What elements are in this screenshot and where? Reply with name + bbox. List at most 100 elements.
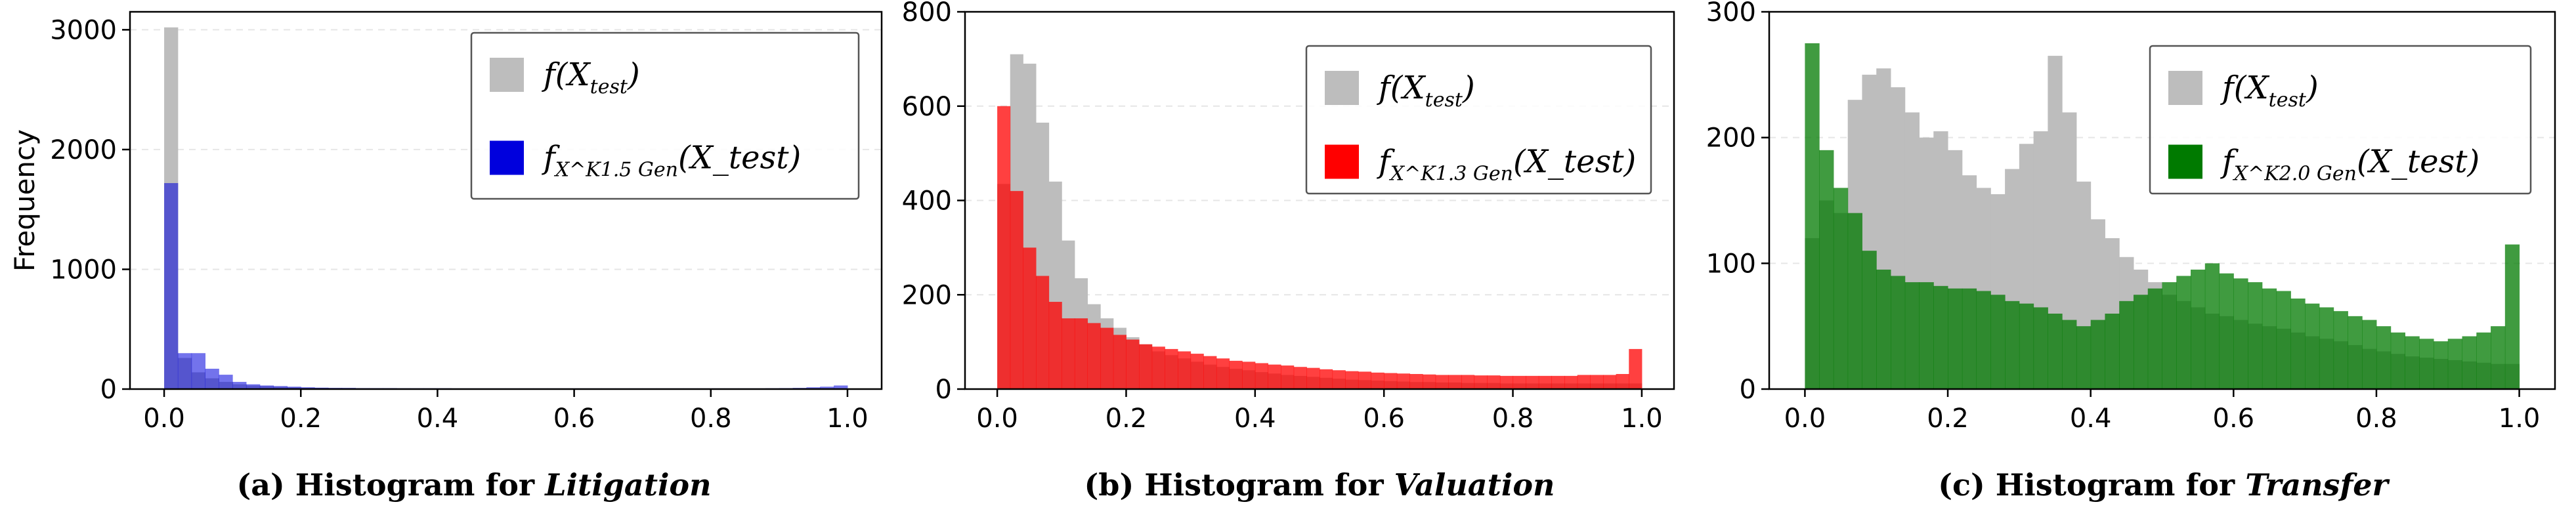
bar-c-1-40 xyxy=(2376,326,2392,389)
legend-swatch-a-0 xyxy=(490,58,524,92)
xtick-label-c-1: 0.2 xyxy=(1927,404,1969,434)
bar-b-1-44 xyxy=(1564,375,1578,389)
bar-c-1-35 xyxy=(2305,303,2320,389)
bar-b-1-19 xyxy=(1242,362,1256,389)
caption-a: (a) Histogram for Litigation xyxy=(236,467,711,503)
bar-b-1-8 xyxy=(1100,327,1114,389)
bar-b-1-47 xyxy=(1603,375,1617,389)
bar-c-1-30 xyxy=(2233,278,2248,389)
bar-b-1-15 xyxy=(1190,354,1204,389)
xtick-label-a-4: 0.8 xyxy=(690,404,732,434)
ytick-label-a-0: 0 xyxy=(100,375,117,405)
legend-a: f(Xtest) fX^K1.5 Gen(X_test) xyxy=(470,31,860,200)
bar-c-0-17 xyxy=(2048,56,2063,389)
xtick-label-b-5: 1.0 xyxy=(1621,404,1663,434)
bar-c-1-48 xyxy=(2491,326,2506,389)
bar-b-1-16 xyxy=(1203,356,1217,389)
bar-b-1-31 xyxy=(1396,373,1410,389)
bar-b-1-40 xyxy=(1513,375,1526,389)
xtick-label-c-3: 0.6 xyxy=(2213,404,2255,434)
bar-c-1-39 xyxy=(2362,320,2377,389)
bar-a-1-49 xyxy=(834,385,848,389)
bar-a-1-9 xyxy=(287,386,301,389)
bar-c-1-34 xyxy=(2290,299,2306,389)
ytick-label-c-1: 100 xyxy=(1706,249,1756,279)
bar-c-1-29 xyxy=(2219,273,2234,389)
bar-c-1-24 xyxy=(2147,288,2162,389)
bar-c-1-46 xyxy=(2462,336,2477,389)
bar-b-1-10 xyxy=(1126,339,1140,389)
series-c-1 xyxy=(1805,43,2520,390)
bar-c-1-42 xyxy=(2405,336,2420,389)
xtick-label-b-4: 0.8 xyxy=(1492,404,1534,434)
bar-c-1-23 xyxy=(2133,295,2149,389)
xtick-label-c-2: 0.4 xyxy=(2070,404,2112,434)
bar-c-1-28 xyxy=(2204,263,2220,389)
xtick-label-a-1: 0.2 xyxy=(280,404,322,434)
xtick-label-b-2: 0.4 xyxy=(1234,404,1276,434)
legend-swatch-c-1 xyxy=(2168,144,2202,179)
axes-frame-c xyxy=(1768,10,2556,390)
bar-c-1-2 xyxy=(1833,188,1849,389)
bar-c-1-12 xyxy=(1976,291,1991,389)
bar-c-1-22 xyxy=(2119,301,2134,389)
bar-c-1-1 xyxy=(1819,150,1834,390)
bar-b-1-13 xyxy=(1165,348,1178,389)
bar-a-1-6 xyxy=(246,384,261,389)
ytick-label-b-2: 400 xyxy=(902,186,952,217)
legend-swatch-b-1 xyxy=(1325,144,1359,179)
bar-c-1-20 xyxy=(2090,320,2105,389)
bar-c-1-8 xyxy=(1919,282,1934,389)
bar-a-1-0 xyxy=(164,183,179,389)
series-a-1 xyxy=(164,183,848,389)
bar-b-1-46 xyxy=(1590,375,1604,389)
legend-swatch-a-1 xyxy=(490,140,524,175)
bar-b-1-42 xyxy=(1538,375,1552,389)
bar-b-1-49 xyxy=(1629,348,1642,389)
bar-c-1-37 xyxy=(2333,311,2348,389)
bar-b-1-21 xyxy=(1268,364,1281,389)
ytick-label-c-0: 0 xyxy=(1740,375,1756,405)
bar-b-1-20 xyxy=(1255,363,1268,389)
bar-c-1-44 xyxy=(2434,341,2449,389)
bar-c-1-27 xyxy=(2191,269,2206,389)
bar-c-1-0 xyxy=(1805,43,1820,389)
ytick-label-a-2: 2000 xyxy=(50,135,117,165)
bar-b-1-33 xyxy=(1423,374,1436,389)
bar-b-1-28 xyxy=(1358,371,1372,389)
bar-b-1-17 xyxy=(1216,358,1230,389)
ytick-label-a-1: 1000 xyxy=(50,255,117,285)
bar-b-1-12 xyxy=(1151,346,1165,389)
bar-a-1-8 xyxy=(273,386,288,389)
bar-a-1-5 xyxy=(232,382,247,389)
bar-c-1-38 xyxy=(2348,316,2363,389)
bar-b-1-45 xyxy=(1577,375,1591,389)
bar-b-1-41 xyxy=(1526,375,1539,389)
bar-b-1-39 xyxy=(1499,375,1514,389)
xtick-label-a-5: 1.0 xyxy=(826,404,869,434)
bar-a-1-2 xyxy=(191,353,205,389)
bar-c-1-45 xyxy=(2447,339,2463,389)
xtick-label-b-0: 0.0 xyxy=(976,404,1018,434)
legend-box-b xyxy=(1305,45,1652,195)
xtick-label-c-4: 0.8 xyxy=(2355,404,2397,434)
bar-c-1-21 xyxy=(2105,314,2120,389)
bar-c-1-32 xyxy=(2262,288,2277,389)
bar-c-1-5 xyxy=(1876,269,1891,389)
bar-c-1-4 xyxy=(1862,251,1877,389)
bar-a-1-10 xyxy=(301,387,315,389)
legend-label-a-0: f(Xtest) xyxy=(542,56,640,98)
bar-c-1-13 xyxy=(1990,295,2006,389)
legend-label-c-0: f(Xtest) xyxy=(2220,70,2319,112)
bar-b-1-24 xyxy=(1306,367,1320,389)
caption-c: (c) Histogram for Transfer xyxy=(1938,467,2390,503)
ytick-label-b-1: 200 xyxy=(902,280,952,310)
legend-box-c xyxy=(2149,45,2532,195)
bar-c-1-43 xyxy=(2419,339,2434,389)
legend-b: f(Xtest) fX^K1.3 Gen(X_test) xyxy=(1305,45,1652,195)
bar-c-1-11 xyxy=(1962,288,1977,389)
ytick-label-a-3: 3000 xyxy=(50,15,117,45)
bar-c-1-47 xyxy=(2476,332,2491,389)
xtick-label-a-0: 0.0 xyxy=(143,404,185,434)
